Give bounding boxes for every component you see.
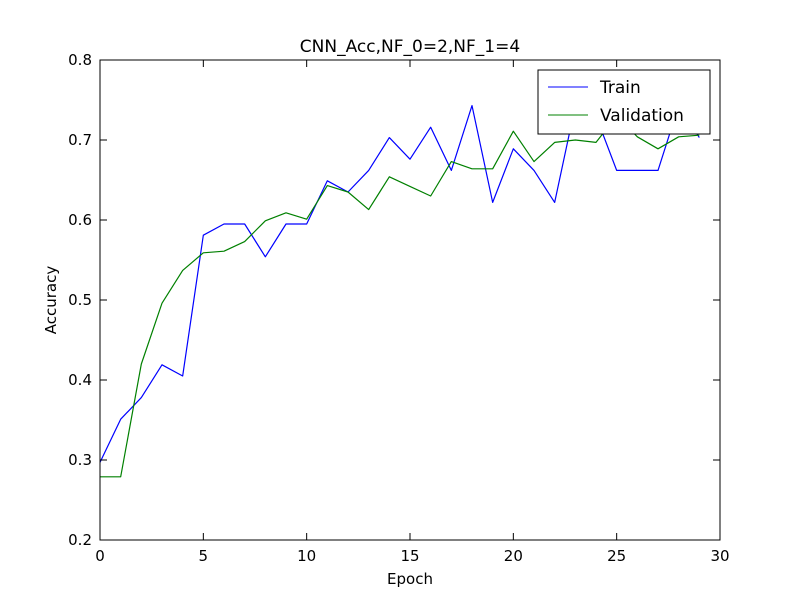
legend-label-validation: Validation bbox=[600, 106, 684, 126]
y-tick-label: 0.3 bbox=[68, 451, 92, 469]
legend-label-train: Train bbox=[599, 78, 641, 98]
x-tick-label: 20 bbox=[504, 547, 523, 565]
chart-title: CNN_Acc,NF_0=2,NF_1=4 bbox=[300, 37, 520, 57]
y-tick-label: 0.4 bbox=[68, 371, 92, 389]
y-tick-label: 0.5 bbox=[68, 291, 92, 309]
x-tick-label: 5 bbox=[199, 547, 209, 565]
x-tick-label: 10 bbox=[297, 547, 316, 565]
x-axis-label: Epoch bbox=[387, 570, 433, 588]
y-axis-label: Accuracy bbox=[42, 266, 60, 335]
plot-frame bbox=[99, 59, 721, 541]
y-tick-label: 0.2 bbox=[68, 531, 92, 549]
series-line-validation bbox=[100, 115, 700, 478]
x-tick-label: 30 bbox=[710, 547, 729, 565]
y-tick-label: 0.6 bbox=[68, 211, 92, 229]
plot-area: 0 5 10 15 20 25 30 0.2 0.3 0.4 0.5 0.6 0.7 0.8 bbox=[68, 51, 729, 565]
legend: Train Validation bbox=[537, 69, 711, 135]
x-tick-label: 25 bbox=[607, 547, 626, 565]
ticks-layer: 0 5 10 15 20 25 30 0.2 0.3 0.4 0.5 0.6 0.7 0.8 bbox=[68, 51, 729, 565]
legend-box bbox=[537, 69, 711, 135]
x-tick-label: 15 bbox=[400, 547, 419, 565]
y-tick-label: 0.7 bbox=[68, 131, 92, 149]
y-tick-label: 0.8 bbox=[68, 51, 92, 69]
x-tick-label: 0 bbox=[95, 547, 105, 565]
